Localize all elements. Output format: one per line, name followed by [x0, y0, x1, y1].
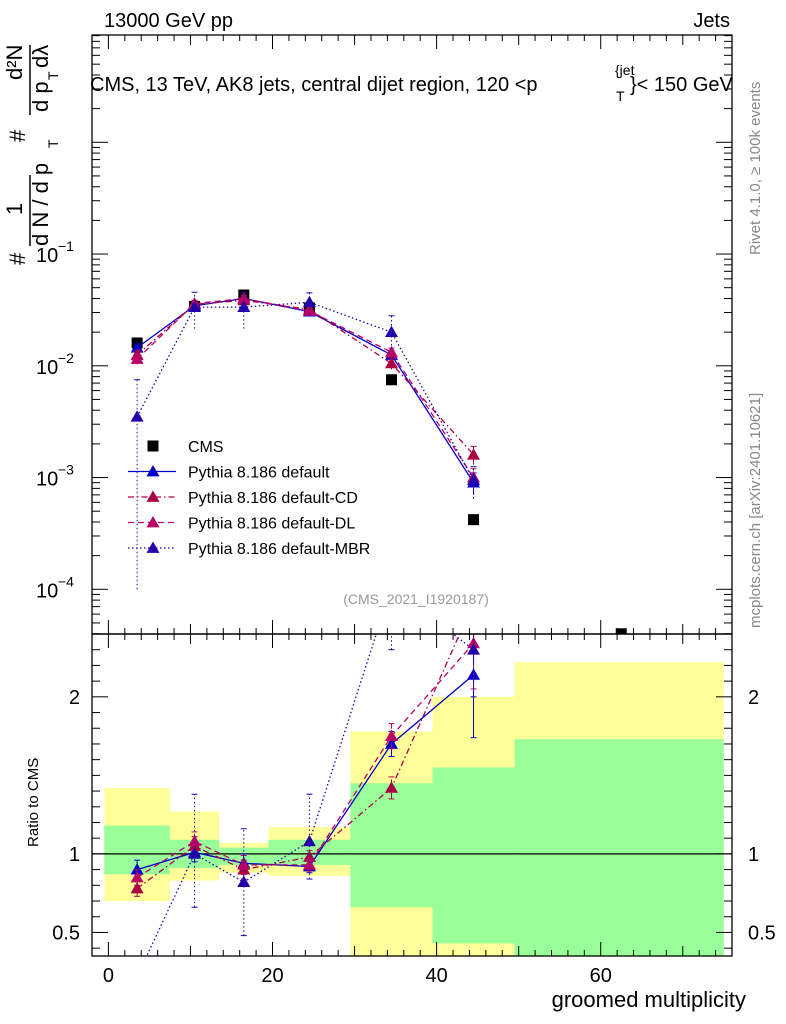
ylabel-den2-tail: dλ	[28, 45, 53, 68]
data-point	[237, 300, 251, 312]
legend-marker	[146, 516, 160, 528]
x-tick-label: 60	[590, 965, 612, 987]
legend-marker	[147, 440, 159, 452]
legend: CMS Pythia 8.186 default Pythia 8.186 defa…	[128, 439, 370, 558]
ylabel-hash1: #	[5, 252, 30, 265]
ratio-tick-label-left: 0.5	[52, 922, 80, 944]
data-point	[302, 295, 316, 308]
main-plot-marks	[130, 289, 627, 634]
header-left: 13000 GeV pp	[104, 10, 233, 32]
ratio-point	[188, 834, 202, 847]
legend-marker	[146, 541, 160, 553]
y-tick-exponent: −2	[58, 350, 74, 366]
x-tick-label: 0	[103, 965, 114, 987]
band-green-4	[350, 783, 433, 908]
y-axis-title-ratio: Ratio to CMS	[25, 758, 42, 847]
data-point	[468, 514, 480, 526]
legend-label: Pythia 8.186 default-MBR	[188, 541, 370, 558]
ratio-point	[237, 858, 251, 870]
y-tick-exponent: −1	[58, 238, 74, 254]
ratio-tick-label-right: 0.5	[748, 922, 776, 944]
y-tick-label: 10	[36, 357, 58, 379]
title-sup: {jet	[615, 62, 635, 78]
title-main: CMS, 13 TeV, AK8 jets, central dijet reg…	[90, 74, 538, 96]
ylabel-hash2: #	[5, 129, 30, 142]
ratio-line-2	[136, 634, 461, 889]
header-right: Jets	[693, 10, 730, 32]
legend-label: Pythia 8.186 default-DL	[188, 516, 355, 533]
ratio-plot-marks	[92, 634, 732, 981]
ratio-point	[130, 881, 144, 894]
data-point	[130, 341, 144, 353]
ratio-tick-label-right: 1	[748, 844, 759, 866]
legend-label: Pythia 8.186 default	[188, 465, 330, 482]
legend-label: Pythia 8.186 default-CD	[188, 490, 358, 507]
y-tick-exponent: −3	[58, 462, 74, 478]
x-tick-label: 20	[261, 965, 283, 987]
band-green-5	[432, 767, 515, 944]
y-axis-title-main: # 1 d N / d p T # d²N d p T dλ	[2, 45, 61, 265]
ratio-point	[237, 875, 251, 888]
ratio-point	[130, 870, 144, 883]
ratio-line-4	[145, 634, 474, 956]
analysis-id: (CMS_2021_I1920187)	[343, 591, 489, 607]
y-tick-label: 10	[36, 469, 58, 491]
legend-marker	[146, 465, 160, 477]
data-point	[130, 352, 144, 364]
data-point	[237, 292, 251, 304]
ratio-tick-label-left: 1	[69, 844, 80, 866]
ylabel-num2: d²N	[2, 45, 27, 80]
side-label-top: Rivet 4.1.0, ≥ 100k events	[747, 82, 764, 255]
ratio-point	[384, 729, 398, 741]
ylabel-den2: d p	[28, 81, 53, 112]
series-line-3	[136, 297, 475, 478]
ratio-tick-label-left: 2	[69, 687, 80, 709]
legend-marker	[146, 490, 160, 502]
data-point	[130, 410, 144, 422]
plot-title: CMS, 13 TeV, AK8 jets, central dijet reg…	[90, 62, 734, 104]
title-tail: }< 150 GeV	[630, 74, 734, 96]
ylabel-den2-sub: T	[45, 71, 61, 80]
data-point	[385, 374, 397, 386]
ylabel-num: 1	[2, 203, 27, 215]
data-point	[384, 345, 398, 358]
x-tick-label: 40	[425, 965, 447, 987]
data-point	[384, 356, 398, 369]
x-axis-title: groomed multiplicity	[552, 987, 746, 1012]
legend-label: CMS	[188, 439, 224, 456]
ratio-line-3	[136, 642, 475, 879]
svg-text:CMS, 13 TeV, AK8 jets, central: CMS, 13 TeV, AK8 jets, central dijet reg…	[90, 74, 538, 96]
title-sub: T	[616, 88, 625, 104]
series-line-2	[136, 299, 475, 456]
y-tick-exponent: −4	[58, 573, 74, 589]
data-point	[188, 300, 202, 312]
y-tick-label: 10	[36, 245, 58, 267]
ylabel-den: d N / d p	[28, 163, 53, 246]
data-point	[467, 473, 481, 485]
ratio-point	[130, 863, 144, 875]
band-green-6	[514, 739, 724, 956]
ylabel-den-sub: T	[45, 139, 61, 148]
data-point	[384, 325, 398, 338]
ratio-frame	[91, 633, 733, 957]
uncertainty-bands	[104, 662, 724, 956]
ratio-point	[188, 847, 202, 859]
data-point	[467, 448, 481, 460]
ratio-point	[302, 834, 316, 847]
ratio-point	[131, 970, 144, 981]
ratio-point	[302, 858, 316, 870]
ratio-point	[467, 643, 481, 655]
y-tick-label: 10	[36, 580, 58, 602]
ratio-point	[467, 636, 481, 649]
data-point	[615, 628, 627, 634]
ratio-point	[384, 781, 398, 793]
ratio-tick-label-right: 2	[748, 687, 759, 709]
side-label-bottom: mcplots.cern.ch [arXiv:2401.10621]	[747, 393, 764, 628]
